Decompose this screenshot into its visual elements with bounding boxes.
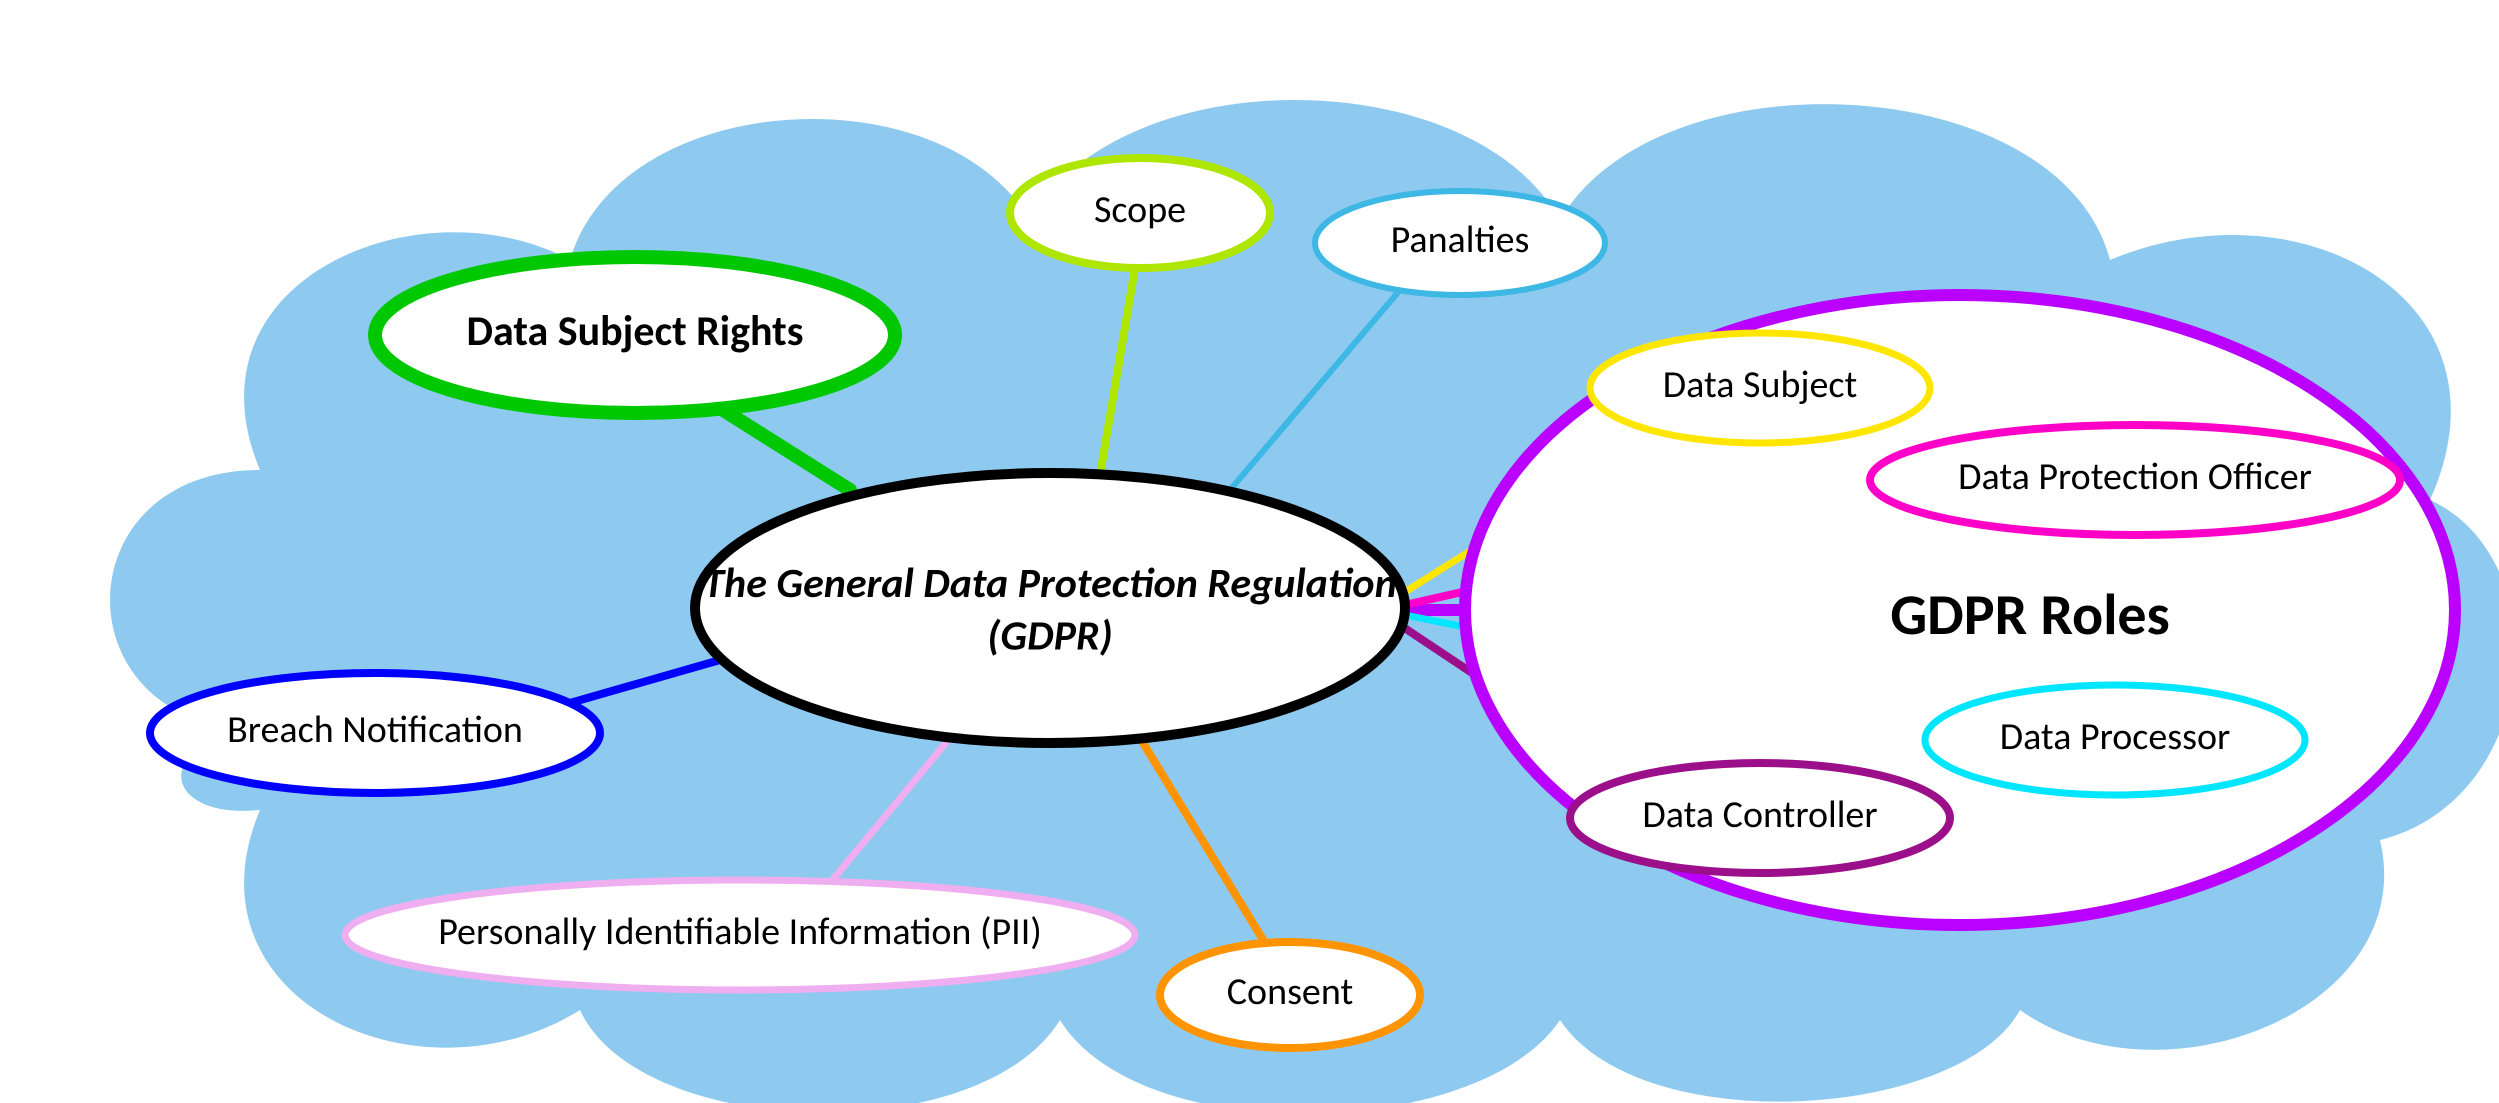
gdpr-roles-title: GDPR Roles <box>1890 579 2170 650</box>
node-data-processor-label: Data Processor <box>2000 714 2231 760</box>
gdpr-mindmap: GDPR Roles The General Data Protection Re… <box>0 0 2499 1103</box>
central-node-line2: (GDPR) <box>987 611 1112 662</box>
node-consent-label: Consent <box>1227 969 1354 1015</box>
node-data-subject-rights-label: Data Subject Rights <box>467 306 804 357</box>
node-data-subject-label: Data Subject <box>1663 362 1858 408</box>
central-node-line1: The General Data Protection Regulation <box>703 558 1396 609</box>
node-scope-label: Scope <box>1094 187 1186 233</box>
node-penalties-label: Panalties <box>1391 217 1530 263</box>
node-pii-label: Personally Identifiable Information (PII… <box>438 909 1042 955</box>
node-dpo-label: Data Protection Officer <box>1958 454 2312 500</box>
node-data-controller-label: Data Controller <box>1642 792 1877 838</box>
node-breach-notification-label: Breach Notification <box>227 707 523 753</box>
